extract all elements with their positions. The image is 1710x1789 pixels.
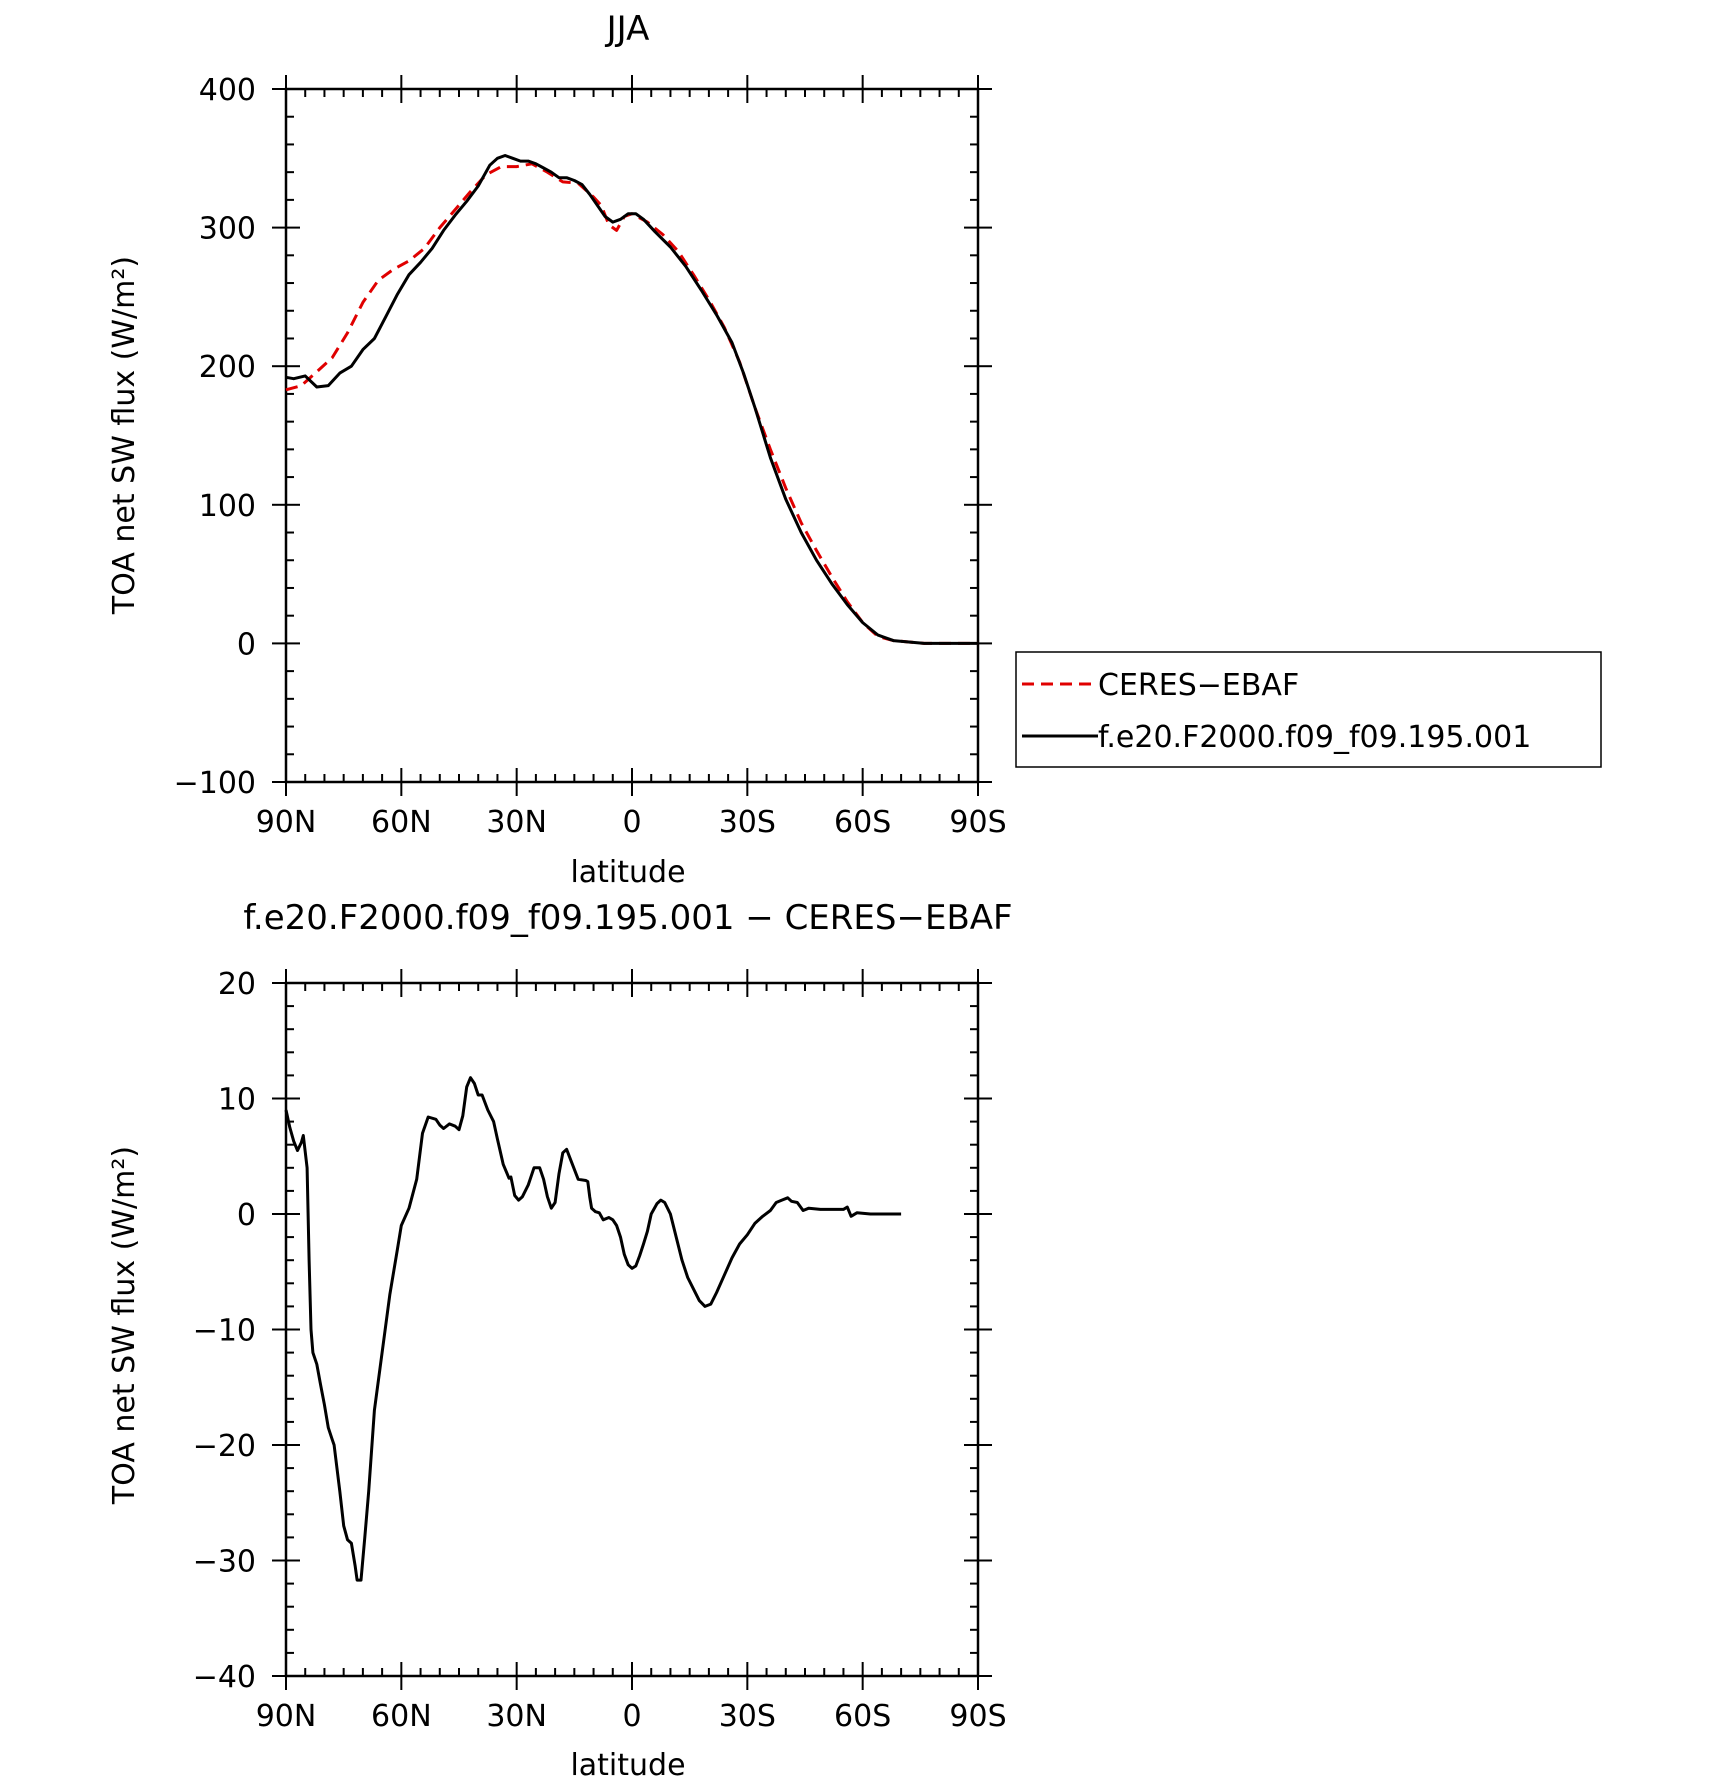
bottom-chart-x-label: latitude [570, 1748, 685, 1783]
top-chart-series [285, 154, 978, 645]
top-plot-frame [284, 87, 980, 784]
top-x-tick-label: 90S [949, 805, 1006, 840]
top-y-tick-label: −100 [174, 766, 256, 801]
top-chart-title: JJA [605, 9, 650, 49]
bottom-chart-y-label: TOA net SW flux (W/m²) [107, 1146, 142, 1505]
top-y-tick-label: 300 [199, 212, 256, 247]
bottom-x-tick-label: 60S [834, 1699, 891, 1734]
top-x-tick-label: 30S [719, 805, 776, 840]
top-x-tick-label: 90N [256, 805, 317, 840]
legend: CERES−EBAF f.e20.F2000.f09_f09.195.001 [1015, 651, 1602, 768]
bottom-x-tick-label: 90S [949, 1699, 1006, 1734]
top-chart-x-label: latitude [570, 855, 685, 890]
top-x-tick-label: 60S [834, 805, 891, 840]
legend-label-ceres: CERES−EBAF [1098, 668, 1299, 703]
top-y-tick-label: 400 [199, 73, 256, 108]
bottom-series-line-0 [284, 1076, 902, 1582]
top-series-line-1 [285, 154, 978, 645]
bottom-y-tick-label: −30 [193, 1545, 256, 1580]
top-y-tick-label: 200 [199, 350, 256, 385]
top-chart-panel: JJA 90N 60N 30N 0 30S 60S 90S 400 300 200 100 0 −100… [107, 9, 1602, 890]
top-x-tick-label: 60N [371, 805, 432, 840]
bottom-chart-title: f.e20.F2000.f09_f09.195.001 − CERES−EBAF [243, 898, 1012, 938]
bottom-y-tick-label: 10 [218, 1083, 256, 1118]
top-y-tick-label: 100 [199, 489, 256, 524]
bottom-y-tick-label: −10 [193, 1314, 256, 1349]
bottom-chart-axes: 90N 60N 30N 0 30S 60S 90S 20 10 0 −10 −20 −30 −40 [193, 967, 1007, 1734]
bottom-chart-series [284, 1076, 902, 1582]
bottom-y-tick-label: −40 [193, 1660, 256, 1695]
bottom-x-tick-label: 60N [371, 1699, 432, 1734]
top-chart-y-label: TOA net SW flux (W/m²) [107, 256, 142, 615]
legend-label-model: f.e20.F2000.f09_f09.195.001 [1098, 720, 1531, 755]
bottom-chart-panel: f.e20.F2000.f09_f09.195.001 − CERES−EBAF… [107, 898, 1013, 1783]
bottom-plot-frame [284, 981, 980, 1678]
top-x-tick-label: 0 [622, 805, 641, 840]
bottom-x-tick-label: 90N [256, 1699, 317, 1734]
top-chart-axes: 90N 60N 30N 0 30S 60S 90S 400 300 200 100 0 −100 [174, 73, 1007, 840]
top-y-tick-label: 0 [237, 627, 256, 662]
bottom-y-tick-label: 0 [237, 1198, 256, 1233]
bottom-x-tick-label: 30S [719, 1699, 776, 1734]
bottom-y-tick-label: −20 [193, 1429, 256, 1464]
legend-box [1015, 651, 1602, 768]
bottom-x-tick-label: 30N [486, 1699, 547, 1734]
bottom-x-tick-label: 0 [622, 1699, 641, 1734]
top-x-tick-label: 30N [486, 805, 547, 840]
top-series-line-0 [285, 162, 978, 645]
bottom-y-tick-label: 20 [218, 967, 256, 1002]
